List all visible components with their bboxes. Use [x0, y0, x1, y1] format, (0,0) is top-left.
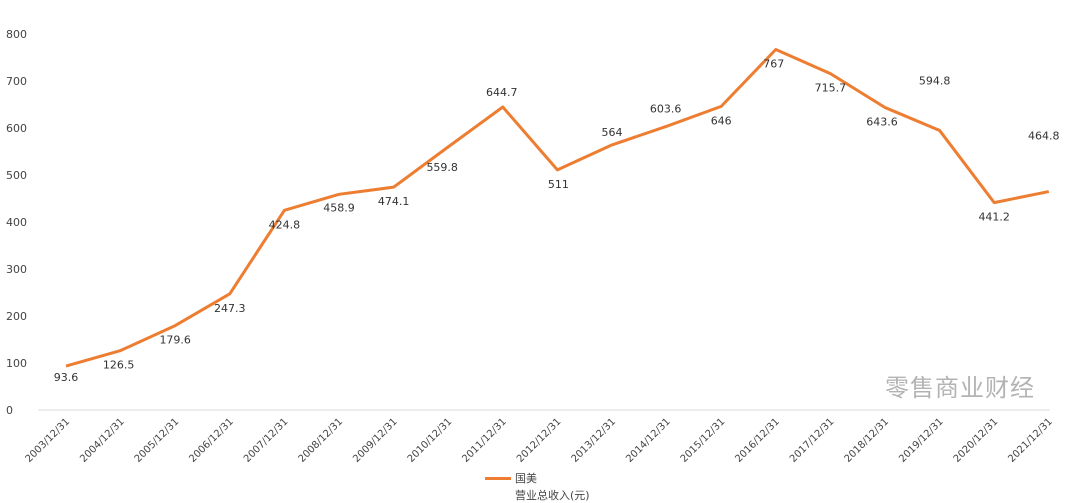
- y-tick-label: 100: [6, 357, 27, 370]
- x-tick-label: 2019/12/31: [897, 416, 946, 465]
- legend-series-name: 国美: [515, 472, 537, 485]
- data-label: 511: [548, 178, 569, 191]
- x-tick-label: 2003/12/31: [24, 416, 73, 465]
- x-tick-label: 2012/12/31: [515, 416, 564, 465]
- data-label: 126.5: [103, 359, 135, 372]
- data-label: 474.1: [378, 195, 410, 208]
- data-label: 458.9: [323, 201, 355, 214]
- x-tick-label: 2021/12/31: [1006, 416, 1055, 465]
- legend-subtitle: 营业总收入(元): [515, 489, 590, 502]
- data-label: 424.8: [269, 218, 301, 231]
- data-label: 646: [711, 114, 732, 127]
- y-tick-label: 500: [6, 169, 27, 182]
- data-labels: 93.6 126.5 179.6 247.3 424.8 458.9 474.1 559.8 6…: [54, 58, 1060, 384]
- y-tick-label: 0: [6, 404, 13, 417]
- data-label: 179.6: [159, 334, 191, 347]
- x-tick-label: 2013/12/31: [570, 416, 619, 465]
- data-label: 93.6: [54, 371, 79, 384]
- x-tick-label: 2007/12/31: [242, 416, 291, 465]
- data-label: 441.2: [978, 211, 1010, 224]
- y-axis-ticks: 0 100 200 300 400 500 600 700 800: [6, 28, 27, 417]
- x-tick-label: 2004/12/31: [78, 416, 127, 465]
- x-tick-label: 2006/12/31: [187, 416, 236, 465]
- data-label: 767: [763, 58, 784, 71]
- x-tick-label: 2016/12/31: [733, 416, 782, 465]
- data-label: 594.8: [919, 74, 951, 87]
- data-label: 559.8: [426, 161, 458, 174]
- data-label: 564: [602, 126, 623, 139]
- data-label: 247.3: [214, 302, 246, 315]
- y-tick-label: 300: [6, 263, 27, 276]
- x-tick-label: 2020/12/31: [952, 416, 1001, 465]
- series-line-guomei: [65, 48, 1050, 368]
- legend-swatch: [485, 476, 511, 480]
- data-label: 603.6: [650, 102, 682, 115]
- data-label: 644.7: [486, 86, 518, 99]
- legend: 国美 营业总收入(元): [485, 470, 590, 503]
- x-tick-label: 2010/12/31: [406, 416, 455, 465]
- x-tick-label: 2017/12/31: [788, 416, 837, 465]
- data-label: 715.7: [815, 82, 847, 95]
- x-tick-label: 2008/12/31: [297, 416, 346, 465]
- y-tick-label: 700: [6, 75, 27, 88]
- y-tick-label: 800: [6, 28, 27, 41]
- x-tick-label: 2005/12/31: [133, 416, 182, 465]
- x-tick-label: 2014/12/31: [624, 416, 673, 465]
- legend-entry: 国美: [485, 470, 590, 486]
- x-tick-label: 2015/12/31: [679, 416, 728, 465]
- y-tick-label: 200: [6, 310, 27, 323]
- watermark-text: 零售商业财经: [885, 374, 1035, 402]
- y-tick-label: 400: [6, 216, 27, 229]
- x-tick-label: 2009/12/31: [351, 416, 400, 465]
- x-axis-ticks: 2003/12/31 2004/12/31 2005/12/31 2006/12/31…: [24, 416, 1055, 465]
- x-tick-label: 2011/12/31: [460, 416, 509, 465]
- x-tick-label: 2018/12/31: [843, 416, 892, 465]
- y-tick-label: 600: [6, 122, 27, 135]
- data-label: 643.6: [866, 116, 898, 129]
- data-label: 464.8: [1028, 130, 1060, 143]
